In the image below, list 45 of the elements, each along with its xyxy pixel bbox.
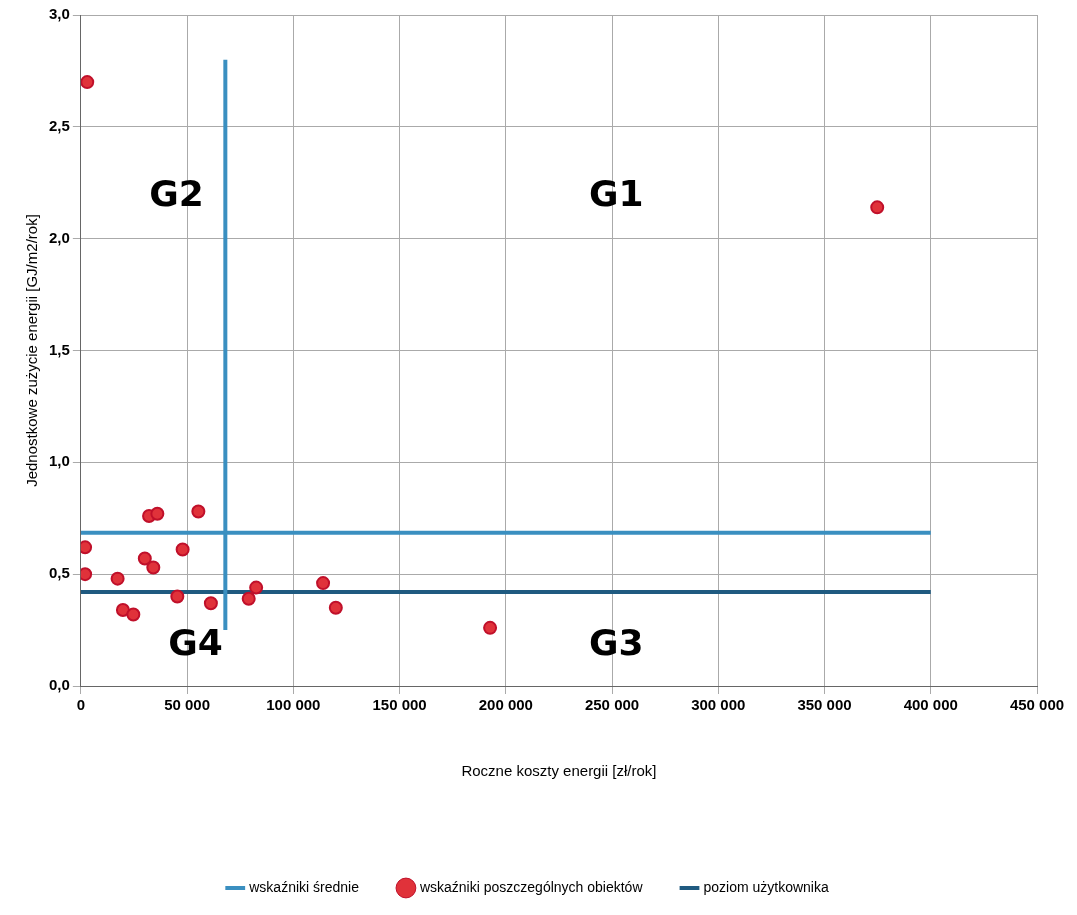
x-tick-label: 450 000 (1009, 696, 1065, 714)
legend-label: wskaźniki średnie (248, 878, 360, 895)
y-tick-label: 0,0 (48, 676, 70, 694)
point (80, 540, 93, 555)
x-tick-label: 250 000 (584, 696, 640, 714)
y-tick-label: 1,5 (48, 340, 70, 358)
annotation: G2 (149, 172, 204, 214)
x-tick-label: 150 000 (372, 696, 427, 714)
point (203, 596, 218, 611)
x-tick-label: 350 000 (797, 696, 852, 714)
y-tick-label: 1,0 (48, 452, 70, 470)
point (175, 542, 190, 557)
point (137, 551, 152, 566)
point (316, 576, 331, 591)
y-tick-label: 2,0 (48, 228, 70, 246)
point (126, 607, 141, 622)
legend-label: wskaźniki poszczególnych obiektów (418, 878, 644, 895)
point (150, 506, 165, 521)
point (870, 200, 885, 215)
annotation: G4 (168, 622, 223, 664)
point (191, 504, 206, 519)
point (110, 571, 125, 586)
y-tick-label: 2,5 (48, 116, 70, 134)
point (170, 589, 185, 604)
point (249, 580, 264, 595)
point (115, 602, 130, 617)
x-tick-label: 200 000 (478, 696, 533, 714)
y-axis-title: Jednostkowe zużycie energii [GJ/m2/rok] (23, 214, 41, 487)
y-tick-label: 3,0 (48, 5, 70, 23)
x-tick-label: 100 000 (266, 696, 321, 714)
y-tick-label: 0,5 (48, 564, 70, 582)
point (146, 560, 161, 575)
point (483, 620, 498, 635)
x-tick-label: 400 000 (903, 696, 958, 714)
x-tick-label: 50 000 (164, 696, 211, 714)
point (80, 567, 93, 582)
point (328, 600, 343, 615)
x-axis-title: Roczne koszty energii [zł/rok] (461, 762, 657, 780)
annotation: G1 (588, 172, 644, 214)
x-tick-label: 300 000 (691, 696, 746, 714)
legend-label: poziom użytkownika (703, 878, 829, 895)
point (241, 591, 256, 606)
annotation: G3 (588, 622, 644, 664)
point (80, 75, 95, 90)
x-tick-label: 0 (76, 696, 86, 714)
